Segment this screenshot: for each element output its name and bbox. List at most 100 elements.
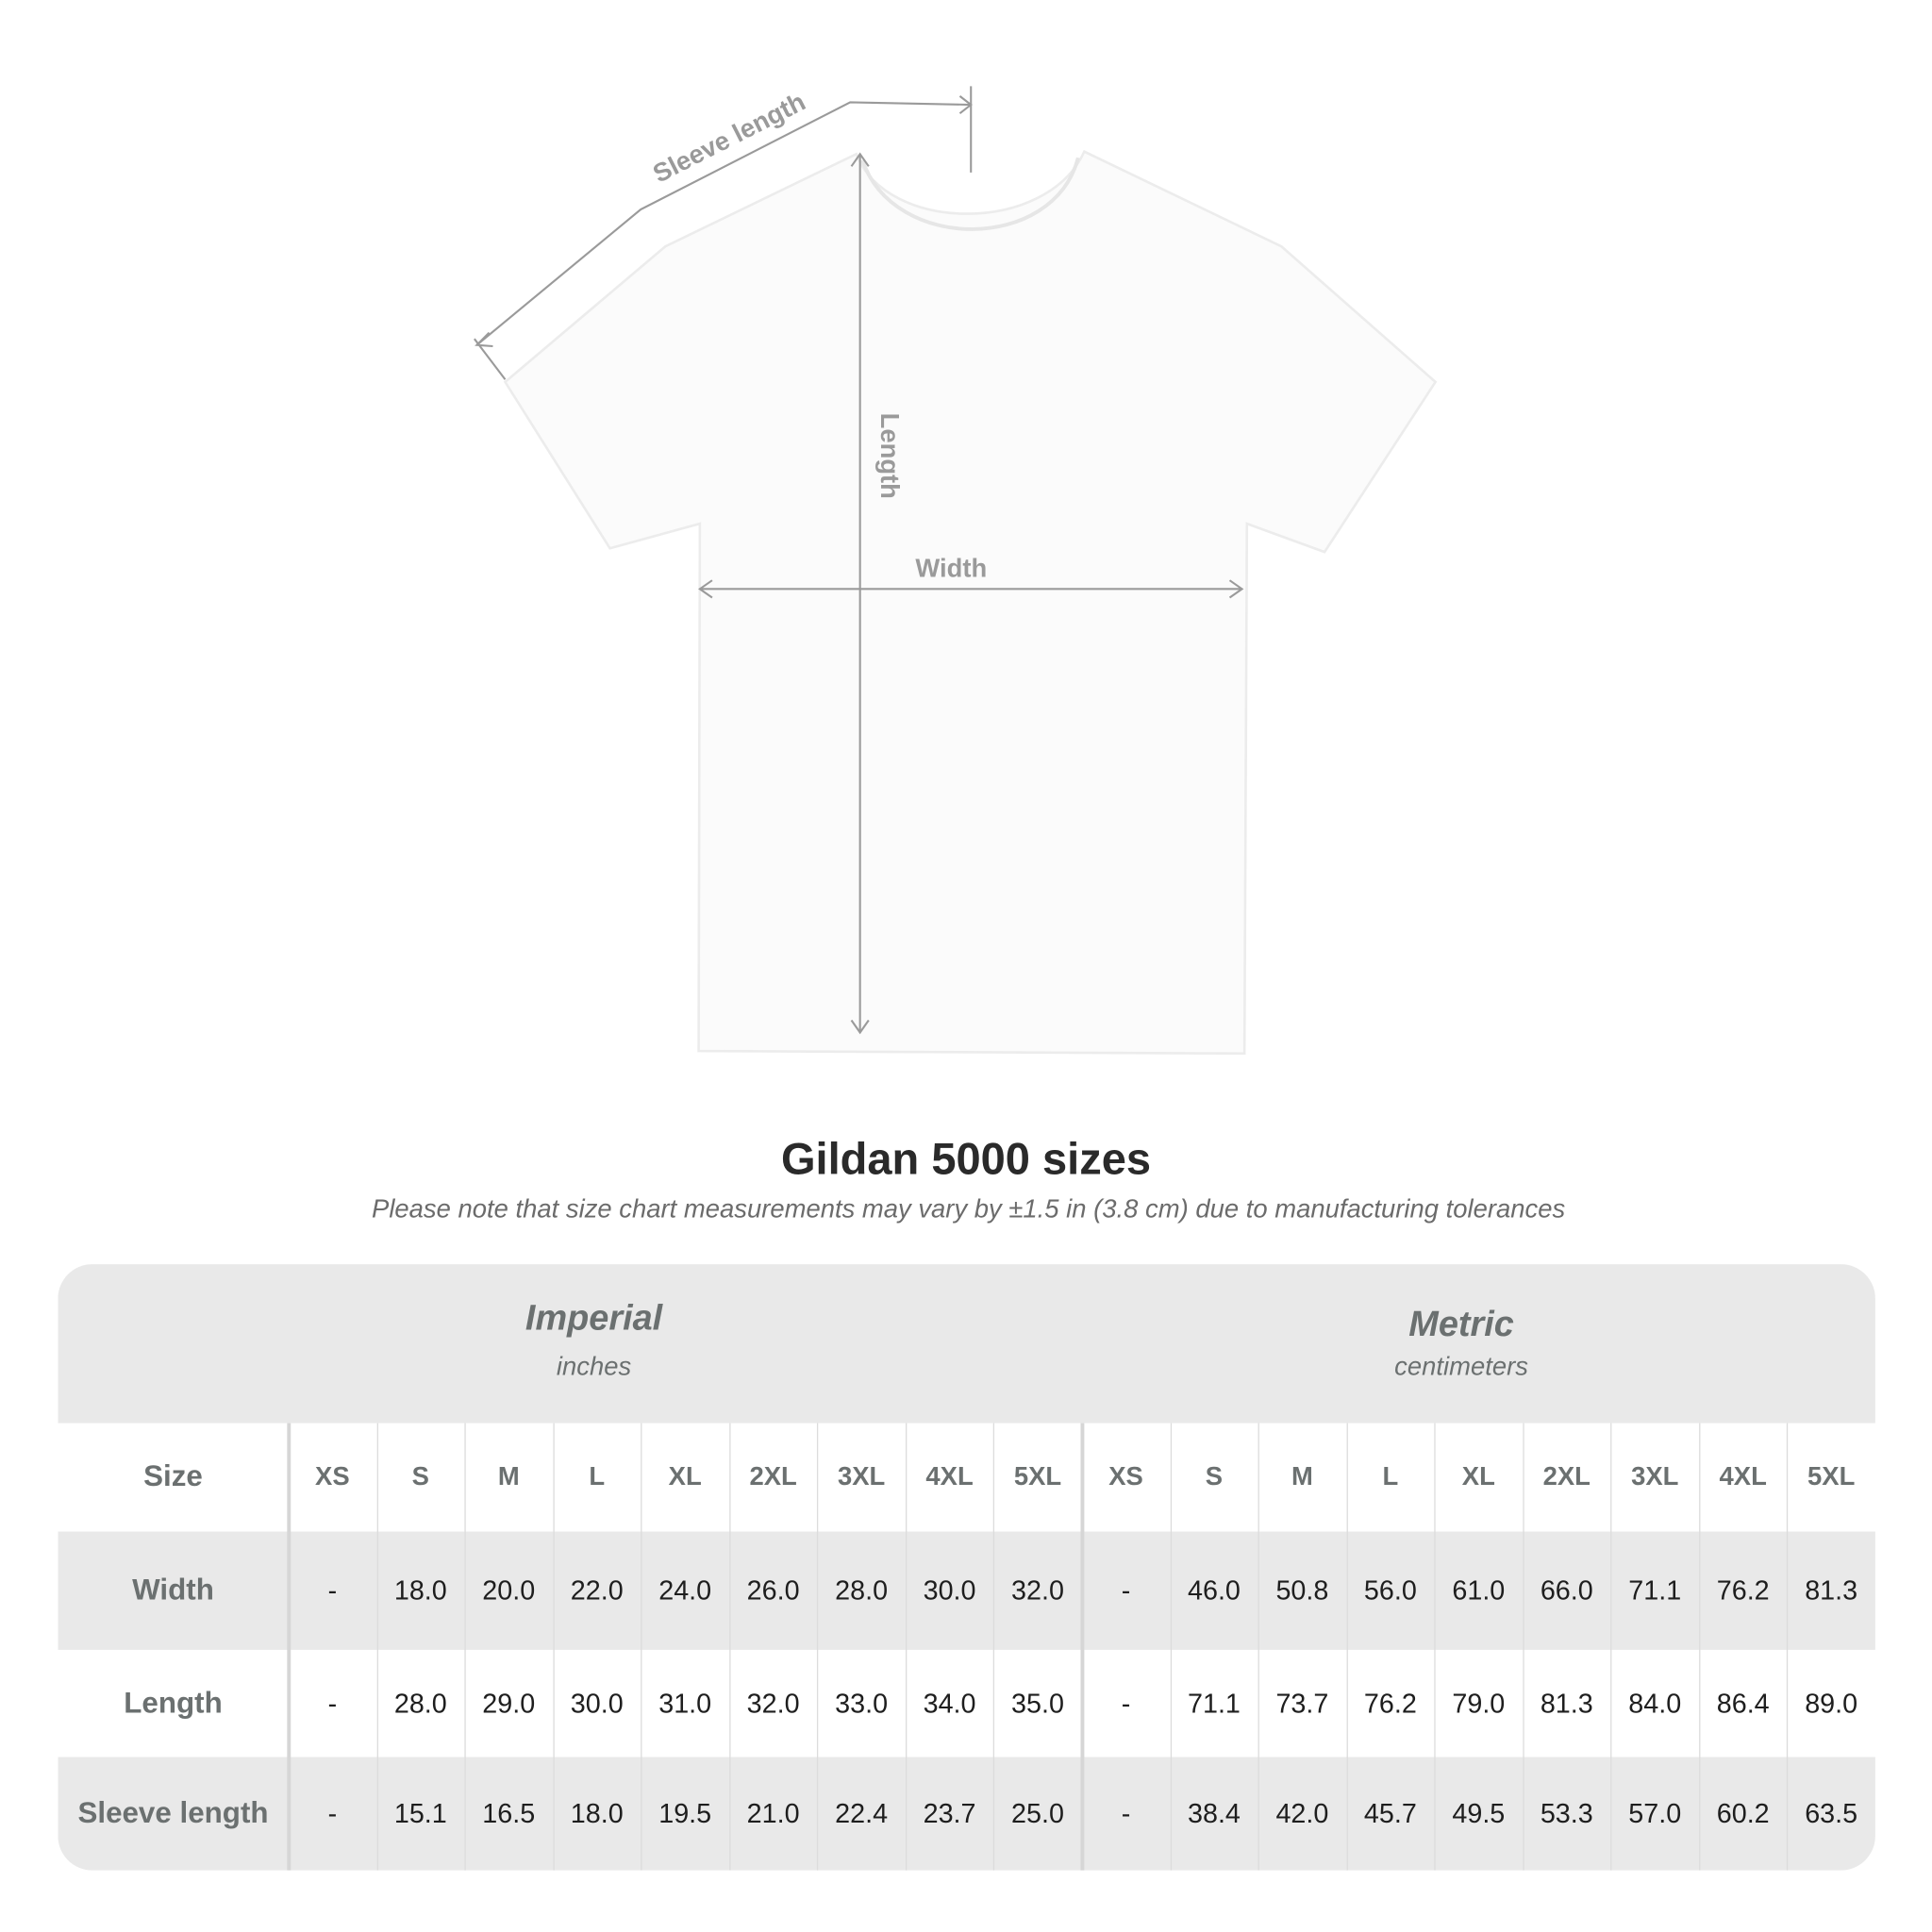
imperial-value-cell: 18.0 xyxy=(393,1574,447,1606)
column-divider xyxy=(287,1423,291,1871)
metric-value-cell: 60.2 xyxy=(1716,1797,1770,1829)
imperial-value-cell: - xyxy=(327,1574,338,1606)
imperial-value-cell: 19.5 xyxy=(658,1797,712,1829)
row-band-sleeve xyxy=(58,1757,1875,1871)
imperial-value-cell: - xyxy=(327,1797,338,1829)
column-divider xyxy=(1698,1423,1701,1871)
column-divider xyxy=(817,1423,819,1871)
column-divider xyxy=(1434,1423,1436,1871)
imperial-title: Imperial xyxy=(525,1298,663,1339)
imperial-size-header: L xyxy=(589,1462,606,1491)
header-band xyxy=(58,1264,1875,1424)
metric-value-cell: 38.4 xyxy=(1187,1797,1241,1829)
row-label: Length xyxy=(124,1686,223,1720)
column-divider xyxy=(728,1423,731,1871)
column-divider xyxy=(905,1423,908,1871)
metric-size-header: 4XL xyxy=(1719,1462,1767,1491)
metric-value-cell: - xyxy=(1121,1687,1131,1719)
metric-value-cell: 45.7 xyxy=(1363,1797,1417,1829)
imperial-size-header: XL xyxy=(668,1462,702,1491)
imperial-value-cell: 25.0 xyxy=(1011,1797,1064,1829)
sleeve-length-line xyxy=(475,101,972,346)
row-band-width xyxy=(58,1531,1875,1650)
metric-size-header: 2XL xyxy=(1542,1462,1591,1491)
metric-value-cell: - xyxy=(1121,1797,1131,1829)
imperial-value-cell: 18.0 xyxy=(570,1797,624,1829)
column-divider xyxy=(1346,1423,1348,1871)
metric-value-cell: 76.2 xyxy=(1716,1574,1770,1606)
metric-size-header: L xyxy=(1382,1462,1399,1491)
metric-value-cell: 46.0 xyxy=(1187,1574,1241,1606)
imperial-value-cell: 28.0 xyxy=(393,1687,447,1719)
metric-value-cell: - xyxy=(1121,1574,1131,1606)
imperial-size-header: 5XL xyxy=(1013,1462,1062,1491)
metric-value-cell: 84.0 xyxy=(1628,1687,1682,1719)
column-divider xyxy=(1257,1423,1259,1871)
metric-value-cell: 71.1 xyxy=(1187,1687,1241,1719)
metric-unit: centimeters xyxy=(1394,1353,1528,1382)
imperial-value-cell: 30.0 xyxy=(570,1687,624,1719)
imperial-unit: inches xyxy=(556,1353,632,1382)
imperial-value-cell: 26.0 xyxy=(746,1574,800,1606)
metric-size-header: 3XL xyxy=(1631,1462,1679,1491)
column-divider xyxy=(993,1423,995,1871)
metric-size-header: 5XL xyxy=(1807,1462,1856,1491)
column-divider xyxy=(1523,1423,1524,1871)
imperial-value-cell: - xyxy=(327,1687,338,1719)
metric-value-cell: 71.1 xyxy=(1628,1574,1682,1606)
metric-size-header: M xyxy=(1291,1462,1313,1491)
page-title: Gildan 5000 sizes xyxy=(780,1133,1152,1185)
metric-value-cell: 81.3 xyxy=(1540,1687,1593,1719)
size-header: Size xyxy=(143,1459,203,1494)
width-label: Width xyxy=(915,553,987,582)
metric-value-cell: 56.0 xyxy=(1363,1574,1417,1606)
length-label: Length xyxy=(875,413,905,499)
column-divider xyxy=(552,1423,555,1871)
imperial-value-cell: 23.7 xyxy=(923,1797,976,1829)
metric-value-cell: 81.3 xyxy=(1805,1574,1858,1606)
metric-size-header: XL xyxy=(1461,1462,1495,1491)
imperial-value-cell: 34.0 xyxy=(923,1687,976,1719)
imperial-size-header: S xyxy=(411,1462,429,1491)
imperial-value-cell: 32.0 xyxy=(1011,1574,1064,1606)
tolerance-note: Please note that size chart measurements… xyxy=(372,1194,1566,1224)
metric-size-header: XS xyxy=(1108,1462,1143,1491)
imperial-value-cell: 28.0 xyxy=(835,1574,889,1606)
column-divider xyxy=(1610,1423,1612,1871)
imperial-value-cell: 24.0 xyxy=(658,1574,712,1606)
imperial-size-header: XS xyxy=(315,1462,350,1491)
column-divider xyxy=(376,1423,378,1871)
dimension-lines xyxy=(474,86,1244,1035)
imperial-value-cell: 29.0 xyxy=(482,1687,536,1719)
imperial-value-cell: 21.0 xyxy=(746,1797,800,1829)
imperial-size-header: 3XL xyxy=(837,1462,886,1491)
row-label: Width xyxy=(132,1573,214,1607)
metric-size-header: S xyxy=(1205,1462,1224,1491)
column-divider xyxy=(1170,1423,1172,1871)
metric-value-cell: 42.0 xyxy=(1275,1797,1329,1829)
imperial-size-header: 2XL xyxy=(749,1462,797,1491)
sleeve-length-label: Sleeve length xyxy=(648,87,810,189)
metric-value-cell: 61.0 xyxy=(1452,1574,1506,1606)
metric-title: Metric xyxy=(1408,1305,1514,1344)
column-divider xyxy=(464,1423,466,1871)
size-table: Imperial inches Metric centimeters Size X… xyxy=(58,1264,1875,1871)
imperial-value-cell: 22.4 xyxy=(835,1797,889,1829)
imperial-value-cell: 30.0 xyxy=(923,1574,976,1606)
imperial-value-cell: 32.0 xyxy=(746,1687,800,1719)
metric-value-cell: 63.5 xyxy=(1805,1797,1858,1829)
tshirt-shape xyxy=(503,149,1438,1056)
metric-value-cell: 49.5 xyxy=(1452,1797,1506,1829)
imperial-value-cell: 16.5 xyxy=(482,1797,536,1829)
imperial-value-cell: 22.0 xyxy=(570,1574,624,1606)
metric-value-cell: 73.7 xyxy=(1275,1687,1329,1719)
row-label: Sleeve length xyxy=(77,1796,269,1830)
imperial-value-cell: 33.0 xyxy=(835,1687,889,1719)
imperial-size-header: 4XL xyxy=(925,1462,974,1491)
metric-value-cell: 86.4 xyxy=(1716,1687,1770,1719)
metric-value-cell: 53.3 xyxy=(1540,1797,1593,1829)
imperial-value-cell: 31.0 xyxy=(658,1687,712,1719)
metric-value-cell: 66.0 xyxy=(1540,1574,1593,1606)
imperial-value-cell: 20.0 xyxy=(482,1574,536,1606)
